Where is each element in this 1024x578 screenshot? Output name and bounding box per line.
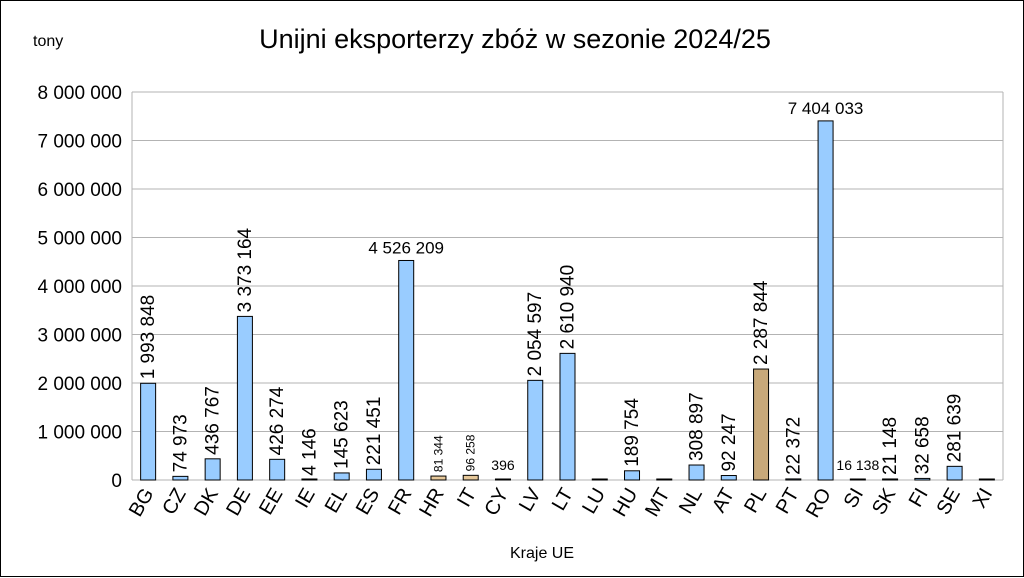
x-tick-label: AT: [708, 485, 739, 517]
x-tick-label: XI: [969, 485, 998, 512]
data-label-it: 96 258: [464, 434, 478, 471]
bar-se: [946, 465, 963, 481]
bar-pl: [753, 368, 770, 481]
bars-group: [140, 120, 995, 481]
chart-title: Unijni eksporterzy zbóż w sezonie 2024/2…: [259, 24, 771, 54]
x-tick-label: SE: [933, 485, 965, 519]
data-label-pt: 22 372: [783, 417, 804, 475]
x-tick-label: BG: [125, 485, 159, 521]
bar-hu: [624, 470, 641, 481]
data-label-ie: 4 146: [299, 428, 320, 476]
x-tick-label: EL: [321, 485, 352, 517]
data-label-nl: 308 897: [687, 392, 708, 461]
x-tick-label: LV: [515, 484, 546, 515]
x-tick-label: HU: [609, 485, 642, 521]
x-tick-label: LU: [578, 485, 610, 518]
x-tick-label: PL: [740, 485, 771, 517]
bar-ro: [817, 120, 834, 481]
bar-mt: [656, 478, 673, 481]
bar-fi: [914, 477, 931, 481]
x-tick-label: MT: [641, 485, 674, 521]
data-label-lv: 2 054 597: [525, 292, 546, 377]
x-tick-label: CY: [480, 484, 513, 519]
y-tick-label: 8 000 000: [37, 83, 122, 104]
x-tick-label: ES: [352, 485, 384, 519]
data-label-se: 281 639: [945, 394, 966, 463]
data-label-lt: 2 610 940: [558, 265, 579, 350]
data-label-ro: 7 404 033: [788, 99, 864, 118]
bar-cz: [172, 475, 189, 481]
y-axis-ticks: 0 1 000 000 2 000 000 3 000 000 4 000 000 5 0…: [37, 83, 122, 492]
x-axis-label: Kraje UE: [510, 545, 574, 562]
x-tick-label: RO: [802, 485, 836, 522]
data-label-cz: 74 973: [170, 414, 191, 472]
y-axis-unit-label: tony: [33, 33, 63, 50]
data-label-pl: 2 287 844: [751, 280, 772, 365]
x-tick-label: DE: [222, 485, 255, 520]
x-tick-label: PT: [772, 485, 804, 518]
y-tick-label: 7 000 000: [37, 132, 122, 153]
x-tick-label: IE: [291, 485, 320, 512]
x-tick-label: DK: [190, 484, 223, 520]
bar-lu: [591, 478, 608, 481]
bar-de: [236, 315, 253, 481]
x-tick-label: EE: [255, 485, 287, 519]
bar-es: [365, 468, 382, 481]
bar-cy: [494, 478, 511, 481]
bar-fr: [398, 259, 415, 481]
data-label-bg: 1 993 848: [138, 295, 159, 380]
x-tick-label: LT: [548, 485, 578, 515]
data-label-es: 221 451: [364, 397, 385, 466]
bar-ee: [269, 458, 286, 481]
bar-xi: [978, 478, 995, 481]
y-tick-label: 1 000 000: [37, 423, 122, 444]
data-label-sk: 21 148: [880, 417, 901, 475]
bar-si: [849, 478, 866, 481]
data-label-fr: 4 526 209: [368, 238, 444, 257]
data-label-at: 92 247: [719, 413, 740, 471]
y-tick-label: 2 000 000: [37, 374, 122, 395]
y-tick-label: 0: [111, 471, 122, 492]
x-tick-label: IT: [453, 485, 481, 511]
y-tick-label: 6 000 000: [37, 180, 122, 201]
data-label-cy: 396: [491, 457, 515, 473]
x-tick-label: NL: [675, 485, 707, 518]
data-label-hr: 81 344: [431, 435, 445, 472]
bar-nl: [688, 464, 705, 481]
data-label-dk: 436 767: [203, 386, 224, 455]
data-label-el: 145 623: [332, 400, 353, 469]
bar-lt: [559, 352, 576, 481]
x-tick-label: SI: [840, 485, 869, 512]
bar-it: [462, 474, 479, 481]
gridlines: [131, 91, 1004, 481]
data-label-si: 16 138: [836, 457, 879, 473]
data-label-fi: 32 658: [912, 416, 933, 474]
y-tick-label: 4 000 000: [37, 277, 122, 298]
x-tick-label: FI: [905, 485, 933, 511]
x-tick-label: CZ: [158, 485, 190, 519]
bar-pt: [785, 478, 802, 481]
bar-dk: [204, 458, 221, 481]
y-tick-label: 3 000 000: [37, 326, 122, 347]
bar-el: [333, 472, 350, 481]
bar-at: [720, 475, 737, 481]
bar-ie: [301, 478, 318, 481]
bar-bg: [140, 382, 157, 481]
bar-lv: [527, 379, 544, 481]
x-tick-label: SK: [868, 484, 901, 519]
x-tick-label: FR: [384, 485, 416, 519]
x-tick-label: HR: [415, 485, 448, 521]
data-labels: 1 993 848 74 973 436 767 3 373 164 426 274 4 …: [138, 99, 965, 476]
bar-hr: [430, 475, 447, 481]
data-label-hu: 189 754: [622, 398, 643, 467]
bar-sk: [882, 478, 899, 481]
data-label-de: 3 373 164: [235, 227, 256, 312]
data-label-ee: 426 274: [267, 386, 288, 455]
y-tick-label: 5 000 000: [37, 229, 122, 250]
